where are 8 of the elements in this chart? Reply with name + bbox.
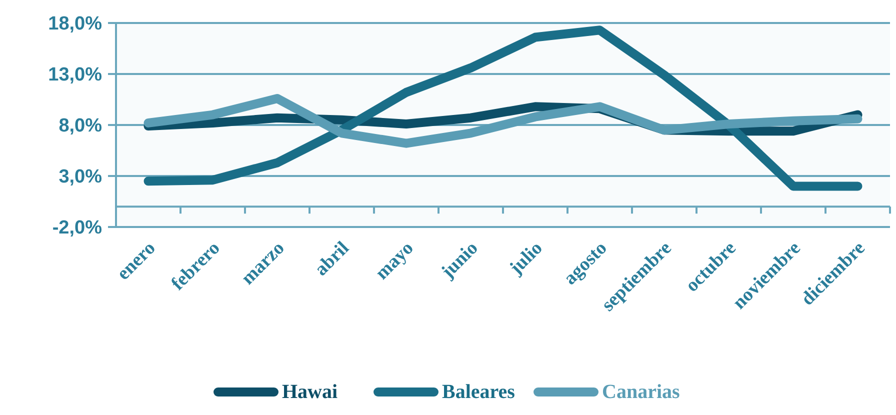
legend-label: Baleares: [442, 381, 516, 403]
y-tick-label: 18,0%: [48, 14, 102, 35]
y-tick-label: 8,0%: [58, 116, 102, 137]
y-tick-label: 3,0%: [58, 166, 102, 188]
y-tick-label: -2,0%: [52, 218, 102, 239]
legend-label: Hawai: [282, 381, 338, 403]
legend-label: Canarias: [602, 381, 680, 403]
y-tick-label: 13,0%: [48, 64, 102, 86]
